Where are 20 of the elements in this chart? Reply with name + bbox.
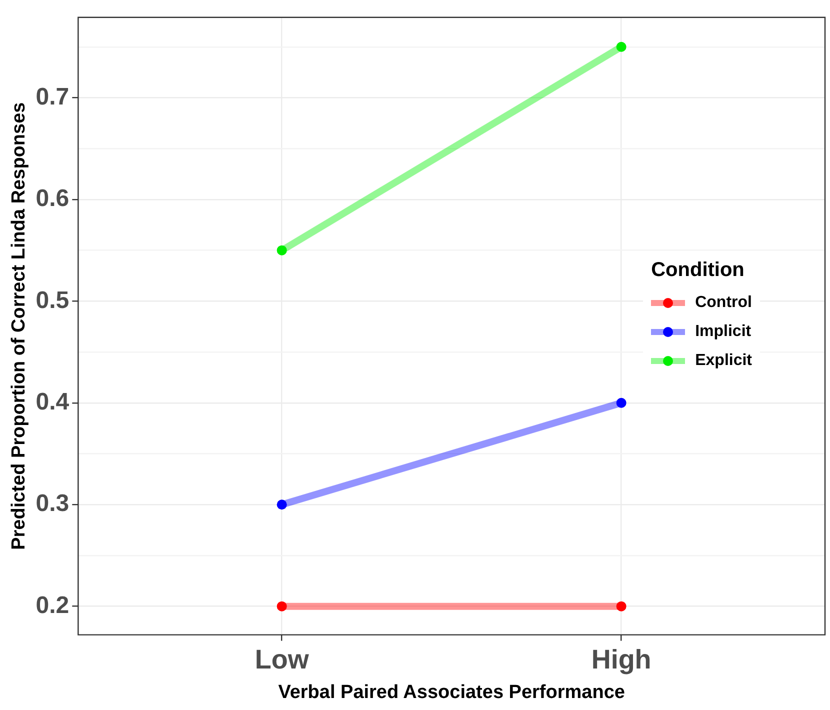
point: [276, 601, 287, 612]
y-axis-title: Predicted Proportion of Correct Linda Responses: [8, 102, 30, 550]
x-tick-label: High: [591, 644, 652, 674]
point: [276, 500, 287, 510]
point: [616, 42, 626, 52]
legend-label: Explicit: [695, 352, 752, 370]
legend-label: Control: [695, 294, 752, 312]
x-axis-title: Verbal Paired Associates Performance: [278, 682, 625, 703]
y-tick-label: 0.2: [36, 592, 70, 619]
point: [276, 245, 287, 256]
point: [616, 398, 626, 408]
point: [616, 601, 626, 612]
y-tick-label: 0.3: [36, 490, 70, 518]
y-tick-label: 0.4: [36, 388, 70, 416]
y-tick-label: 0.7: [36, 83, 70, 110]
x-tick-label: Low: [254, 644, 310, 674]
y-tick-label: 0.6: [36, 185, 70, 212]
legend-title: Condition: [651, 259, 746, 282]
legend-label: Implicit: [695, 322, 752, 340]
y-tick-label: 0.5: [36, 286, 70, 314]
